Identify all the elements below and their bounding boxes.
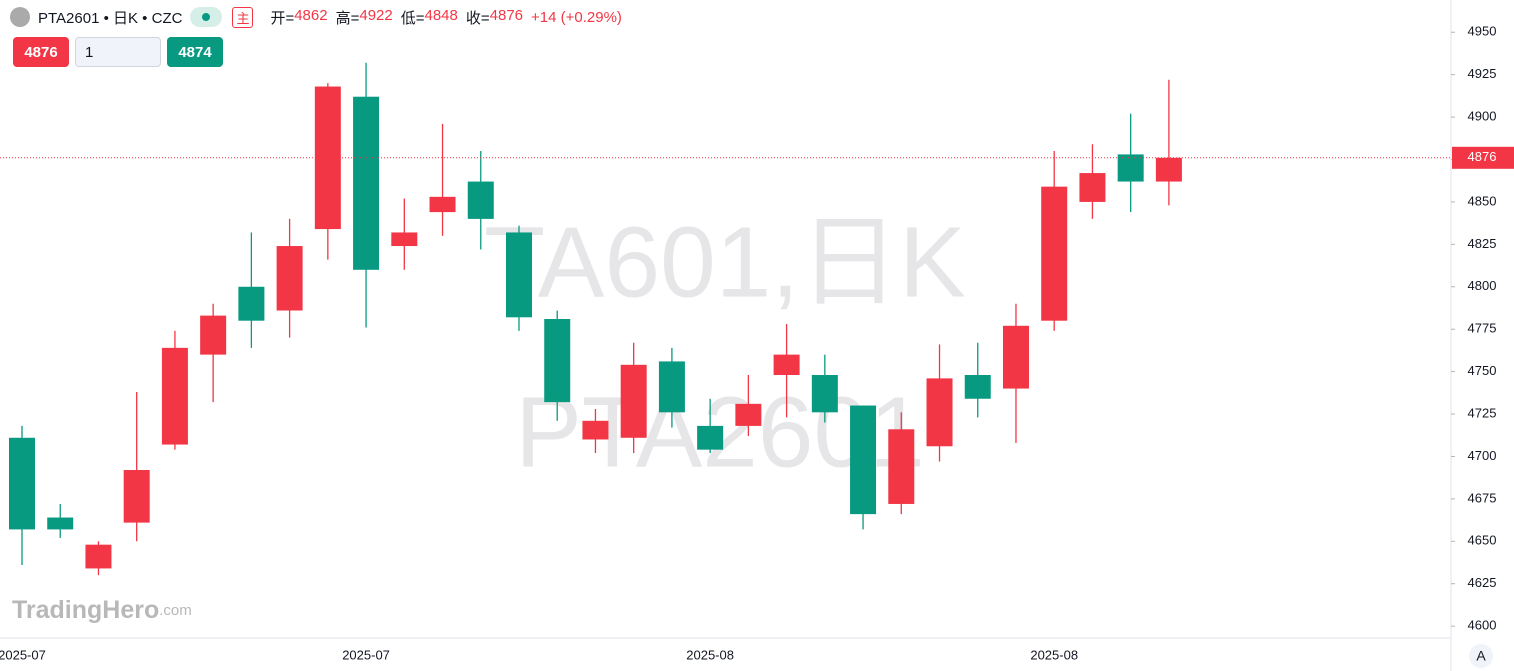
candle-body	[1155, 157, 1182, 182]
candle-body	[1002, 325, 1029, 389]
candle-body	[964, 374, 991, 399]
y-tick-label: 4700	[1468, 448, 1497, 463]
ohlc-value: 4862	[294, 6, 328, 24]
logo-text: TradingHero	[12, 596, 159, 624]
order-buttons: 4876 1 4874	[13, 37, 223, 67]
candle-body	[467, 181, 494, 219]
candle-body	[658, 361, 685, 413]
last-price-tag	[1452, 146, 1514, 169]
y-tick-label: 4675	[1468, 490, 1497, 505]
y-tick-label: 4750	[1468, 363, 1497, 378]
y-tick-label: 4775	[1468, 321, 1497, 336]
watermark: TA601,日K	[484, 206, 966, 318]
y-tick-label: 4725	[1468, 405, 1497, 420]
y-tick-label: 4900	[1468, 109, 1497, 124]
candle-body	[238, 286, 265, 321]
candle-body	[620, 364, 647, 438]
header: PTA2601 • 日K • CZC 主 开= 4862 高= 4922 低= 4848 收…	[10, 5, 622, 29]
ohlc-value: 4922	[359, 6, 393, 24]
ohlc-label: 高=	[335, 9, 360, 27]
candle-body	[888, 429, 915, 504]
scale-button-bg	[1469, 644, 1493, 668]
candle-body	[1117, 154, 1144, 182]
candle-body	[391, 232, 418, 247]
x-tick-label: 2025-08	[686, 647, 734, 662]
y-tick-label: 4825	[1468, 236, 1497, 251]
candle-body	[773, 354, 800, 375]
x-tick-label: 2025-07	[342, 647, 390, 662]
candle-body	[200, 315, 227, 355]
symbol-title[interactable]: PTA2601 • 日K • CZC	[38, 9, 183, 27]
y-tick-label: 4925	[1468, 66, 1497, 81]
candle-body	[123, 470, 150, 523]
candle-body	[429, 196, 456, 213]
toggle[interactable]	[190, 7, 223, 27]
change: +14 (+0.29%)	[531, 8, 622, 26]
candle-body	[505, 232, 532, 318]
candle-body	[926, 378, 953, 447]
candle-body	[353, 96, 380, 270]
y-tick-label: 4625	[1468, 575, 1497, 590]
x-tick-label: 2025-07	[0, 647, 46, 662]
y-tick-label: 4600	[1468, 618, 1497, 633]
candle-body	[47, 517, 74, 530]
y-tick-label: 4800	[1468, 278, 1497, 293]
logo-suffix: .com	[159, 602, 192, 619]
bid-button[interactable]: 4876	[13, 37, 69, 67]
candle-body	[161, 347, 188, 445]
ask-button[interactable]: 4874	[167, 37, 223, 67]
scale-button[interactable]: A	[1476, 648, 1486, 664]
ohlc-label: 低=	[400, 9, 425, 27]
y-tick-label: 4950	[1468, 24, 1497, 39]
candle-body	[850, 405, 877, 515]
last-price-label: 4876	[1468, 149, 1497, 164]
candle-body	[1079, 173, 1106, 202]
ohlc-value: 4876	[489, 6, 524, 24]
ohlc-value: 4848	[424, 6, 458, 24]
candle-body	[276, 246, 303, 311]
y-tick-label: 4650	[1468, 533, 1497, 548]
candle-body	[697, 425, 724, 450]
ohlc-label: 收=	[465, 9, 490, 27]
candle-body	[582, 420, 609, 440]
symbol-icon	[10, 7, 30, 27]
candle-body	[85, 544, 112, 569]
main-tag[interactable]: 主	[232, 6, 254, 28]
ohlc-label: 开=	[270, 9, 295, 27]
quantity-input[interactable]: 1	[75, 37, 161, 67]
candle-body	[9, 437, 35, 530]
y-tick-label: 4850	[1468, 193, 1497, 208]
candle-body	[735, 403, 762, 426]
logo: TradingHero.com	[12, 596, 192, 624]
x-tick-label: 2025-08	[1030, 647, 1078, 662]
candle-body	[1041, 186, 1068, 321]
candle-body	[811, 374, 838, 413]
candle-body	[544, 319, 571, 403]
ohlc: 开= 4862 高= 4922 低= 4848 收= 4876	[270, 7, 531, 28]
